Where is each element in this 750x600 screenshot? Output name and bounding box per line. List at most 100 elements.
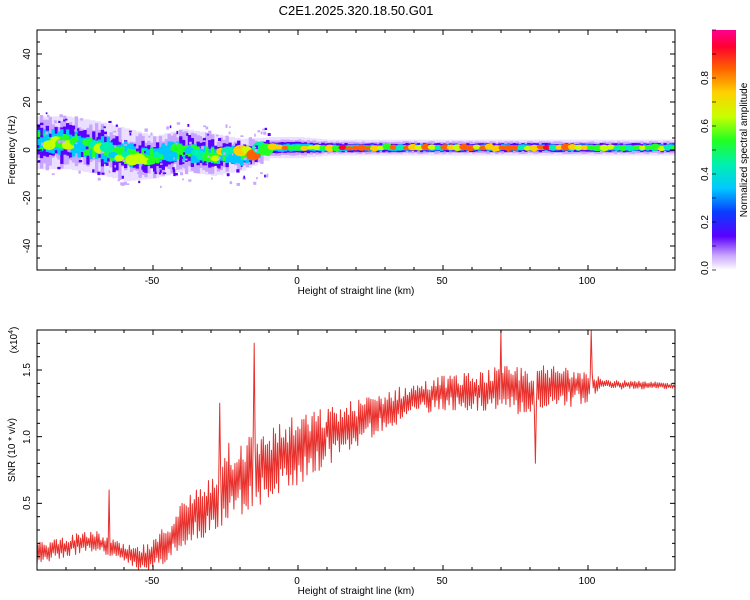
snr-multiplier-close: ) <box>9 327 20 330</box>
heatmap-speck <box>205 126 209 130</box>
heatmap-cell <box>434 145 443 150</box>
heatmap-speck <box>264 127 268 131</box>
heatmap-speck <box>40 135 44 138</box>
heatmap-cell <box>222 153 226 162</box>
heatmap-speck <box>69 157 74 161</box>
heatmap-speck <box>39 122 44 126</box>
heatmap-speck <box>108 120 112 124</box>
spectrogram-x-tick-label: 50 <box>436 276 448 287</box>
heatmap-speck <box>75 142 78 145</box>
heatmap-speck <box>264 174 266 178</box>
snr-frame <box>36 329 676 571</box>
spectrogram-x-axis-label: Height of straight line (km) <box>298 286 415 297</box>
colorbar-tick-label: 0.8 <box>700 71 711 85</box>
heatmap-speck <box>205 132 208 136</box>
heatmap-speck <box>223 152 226 155</box>
heatmap-speck <box>188 141 192 145</box>
heatmap-cell <box>529 144 539 152</box>
snr-x-axis-label: Height of straight line (km) <box>298 586 415 597</box>
snr-multiplier-exponent: 4 <box>8 330 15 334</box>
heatmap-speck <box>58 120 61 123</box>
heatmap-speck <box>205 163 208 166</box>
heatmap-speck <box>112 168 116 171</box>
heatmap-speck <box>154 171 157 175</box>
heatmap-speck <box>173 157 175 160</box>
colorbar-ticks <box>712 29 716 271</box>
heatmap-cell <box>106 149 110 157</box>
heatmap-cell <box>472 144 481 150</box>
heatmap-cell <box>66 135 70 145</box>
snr-series-line <box>37 330 675 570</box>
heatmap-speck <box>217 157 221 159</box>
heatmap-speck <box>243 175 245 179</box>
heatmap-speck <box>89 126 92 129</box>
heatmap-speck <box>239 167 243 170</box>
heatmap-speck <box>174 173 178 176</box>
spectrogram-y-axis-label: Frequency (Hz) <box>7 116 18 185</box>
heatmap-cell <box>574 144 584 151</box>
heatmap-speck <box>248 162 251 165</box>
heatmap-speck <box>183 152 186 155</box>
snr-y-tick-label: 0.5 <box>22 496 33 510</box>
heatmap-speck <box>257 130 261 133</box>
heatmap-cell <box>536 144 545 150</box>
heatmap-speck <box>260 131 263 135</box>
heatmap-cell <box>324 144 335 152</box>
heatmap-speck <box>103 126 106 129</box>
heatmap-speck <box>210 177 213 180</box>
heatmap-speck <box>123 181 127 185</box>
spectrogram-x-tick-label: 100 <box>579 276 596 287</box>
heatmap-speck <box>184 131 188 134</box>
heatmap-cell <box>176 147 180 160</box>
heatmap-speck <box>117 129 121 133</box>
heatmap-cell <box>300 145 309 151</box>
heatmap-speck <box>122 159 126 163</box>
heatmap-speck <box>64 162 67 165</box>
heatmap-speck <box>159 169 162 173</box>
heatmap-speck <box>187 123 190 127</box>
heatmap-cell <box>663 144 673 151</box>
heatmap-speck <box>45 119 48 123</box>
heatmap-speck <box>229 181 233 185</box>
heatmap-cell <box>491 145 501 152</box>
heatmap-speck <box>238 145 241 149</box>
heatmap-cell <box>146 158 156 165</box>
heatmap-speck <box>140 163 143 166</box>
heatmap-speck <box>105 162 109 166</box>
heatmap-cell <box>498 145 506 150</box>
heatmap-speck <box>183 165 187 169</box>
heatmap-speck <box>141 169 143 173</box>
heatmap-speck <box>78 159 83 163</box>
heatmap-speck <box>169 125 172 129</box>
heatmap-speck <box>172 169 176 173</box>
heatmap-speck <box>254 148 257 153</box>
heatmap-speck <box>258 160 260 163</box>
heatmap-speck <box>203 161 207 164</box>
spectrogram-x-tick-label: 0 <box>294 276 300 287</box>
heatmap-cell <box>42 140 56 151</box>
heatmap-cell <box>312 144 322 151</box>
colorbar: 0.0 0.2 0.4 0.6 0.8 Normalized spectral … <box>700 29 750 275</box>
heatmap-speck <box>175 142 178 145</box>
heatmap-speck <box>56 154 59 158</box>
heatmap-speck <box>67 149 71 152</box>
heatmap-speck <box>113 130 117 133</box>
heatmap-speck <box>225 124 228 128</box>
heatmap-speck <box>203 125 207 128</box>
heatmap-speck <box>253 146 257 149</box>
heatmap-speck <box>240 135 244 138</box>
heatmap-speck <box>57 140 61 143</box>
heatmap-speck <box>47 114 50 118</box>
heatmap-speck <box>45 112 48 115</box>
heatmap-speck <box>267 133 271 137</box>
heatmap-cell <box>618 144 628 152</box>
heatmap-speck <box>37 160 41 163</box>
heatmap-speck <box>254 145 258 149</box>
heatmap-speck <box>92 169 95 173</box>
heatmap-cell <box>599 144 609 152</box>
heatmap-speck <box>218 165 221 169</box>
heatmap-cell <box>364 146 372 151</box>
heatmap-speck <box>144 128 148 132</box>
heatmap-speck <box>54 120 57 124</box>
heatmap-cell <box>99 141 114 153</box>
